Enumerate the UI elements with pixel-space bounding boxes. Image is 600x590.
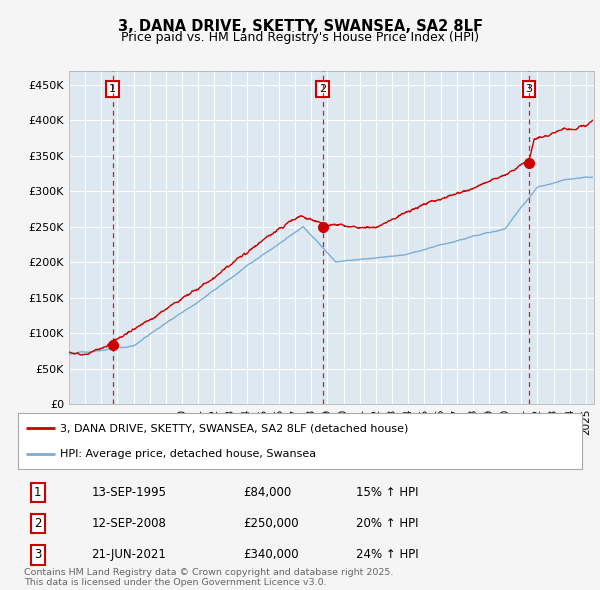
Text: 3, DANA DRIVE, SKETTY, SWANSEA, SA2 8LF (detached house): 3, DANA DRIVE, SKETTY, SWANSEA, SA2 8LF … <box>60 423 409 433</box>
Text: 20% ↑ HPI: 20% ↑ HPI <box>356 517 419 530</box>
Text: HPI: Average price, detached house, Swansea: HPI: Average price, detached house, Swan… <box>60 449 316 459</box>
Text: £340,000: £340,000 <box>244 548 299 561</box>
Text: 13-SEP-1995: 13-SEP-1995 <box>91 486 166 499</box>
Text: 24% ↑ HPI: 24% ↑ HPI <box>356 548 419 561</box>
Text: 15% ↑ HPI: 15% ↑ HPI <box>356 486 419 499</box>
Text: 1: 1 <box>34 486 41 499</box>
Text: 3, DANA DRIVE, SKETTY, SWANSEA, SA2 8LF: 3, DANA DRIVE, SKETTY, SWANSEA, SA2 8LF <box>118 19 482 34</box>
Text: 1: 1 <box>109 84 116 94</box>
Text: £84,000: £84,000 <box>244 486 292 499</box>
Text: 3: 3 <box>526 84 532 94</box>
Text: 3: 3 <box>34 548 41 561</box>
Text: 21-JUN-2021: 21-JUN-2021 <box>91 548 166 561</box>
Text: £250,000: £250,000 <box>244 517 299 530</box>
Text: Price paid vs. HM Land Registry's House Price Index (HPI): Price paid vs. HM Land Registry's House … <box>121 31 479 44</box>
Text: 2: 2 <box>319 84 326 94</box>
Text: 2: 2 <box>34 517 41 530</box>
Text: Contains HM Land Registry data © Crown copyright and database right 2025.
This d: Contains HM Land Registry data © Crown c… <box>24 568 394 587</box>
Text: 12-SEP-2008: 12-SEP-2008 <box>91 517 166 530</box>
